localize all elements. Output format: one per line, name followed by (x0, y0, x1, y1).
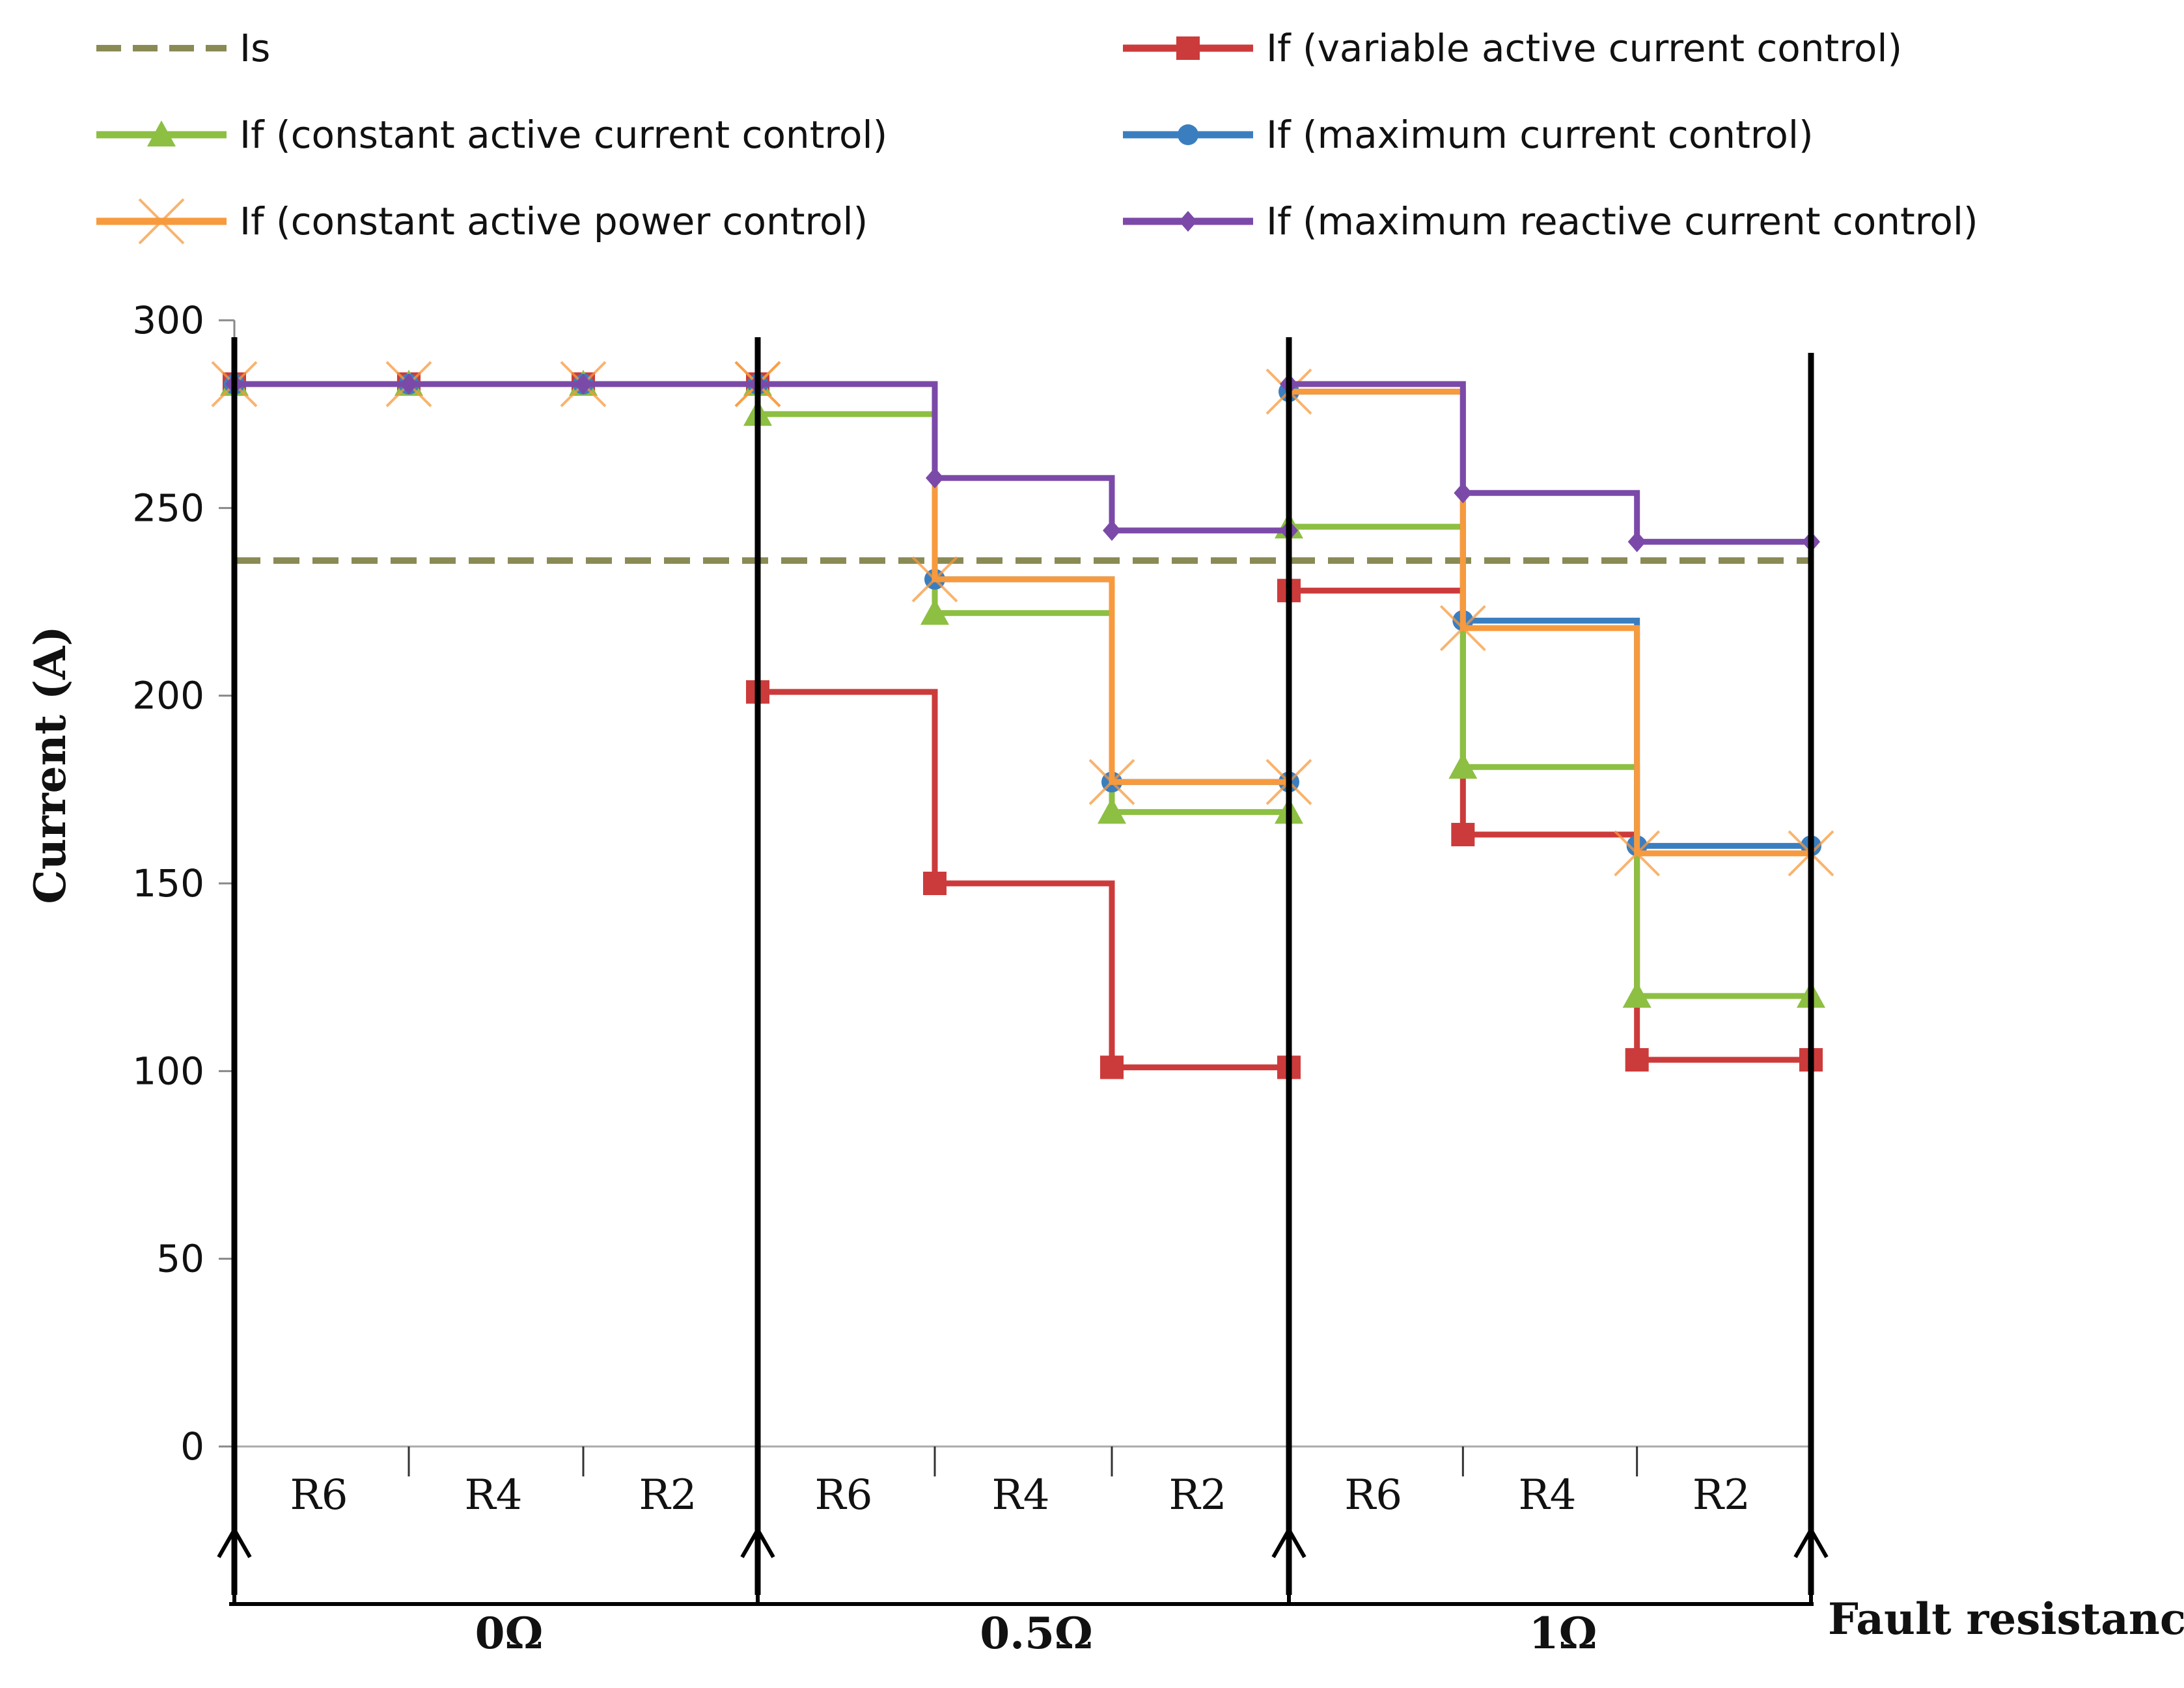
group-label: 0Ω (475, 1608, 544, 1659)
data-point (923, 872, 947, 895)
legend-label: Is (240, 26, 270, 70)
legend-label: If (maximum reactive current control) (1266, 199, 1978, 243)
series-layer (211, 361, 1834, 1079)
y-tick-label: 0 (180, 1424, 204, 1469)
category-label: R2 (1693, 1471, 1750, 1519)
legend-marker (1178, 124, 1198, 145)
legend-marker (138, 198, 185, 245)
y-tick-label: 200 (132, 674, 204, 718)
data-point (920, 598, 949, 625)
y-tick-label: 300 (132, 298, 204, 342)
data-point (1614, 830, 1661, 877)
data-point (1625, 1048, 1649, 1072)
legend-item: Is (96, 26, 270, 70)
category-label: R6 (290, 1471, 348, 1519)
y-axis-title: Current (A) (25, 626, 76, 904)
data-point (1622, 982, 1652, 1008)
data-point (1627, 531, 1646, 553)
category-label: R4 (1519, 1471, 1577, 1519)
category-label: R2 (1169, 1471, 1227, 1519)
y-tick-label: 100 (132, 1049, 204, 1093)
legend-item: If (variable active current control) (1123, 26, 1902, 70)
data-point (911, 556, 958, 603)
legend-label: If (maximum current control) (1266, 113, 1814, 157)
plot-area (219, 319, 1814, 1606)
group-label: 1Ω (1529, 1608, 1597, 1659)
category-label: R4 (992, 1471, 1050, 1519)
series-diamond (225, 374, 1820, 553)
y-tick-label: 250 (132, 486, 204, 530)
y-tick-label: 50 (156, 1237, 204, 1281)
data-point (1100, 1055, 1124, 1079)
category-label: R2 (639, 1471, 697, 1519)
legend-marker (1179, 211, 1197, 232)
legend: Is If (variable active current control) If… (96, 26, 1978, 245)
x-axis-title: Fault resistance (1828, 1594, 2184, 1644)
data-point (1098, 797, 1126, 824)
legend-marker (147, 120, 176, 146)
data-point (1439, 605, 1486, 652)
group-label: 0.5Ω (980, 1608, 1093, 1659)
data-point (1451, 823, 1475, 847)
legend-item: If (constant active power control) (96, 198, 868, 245)
series-line (234, 381, 1811, 545)
series-line (234, 381, 1811, 1071)
legend-item: If (constant active current control) (96, 113, 887, 157)
data-point (1088, 758, 1135, 805)
category-label: R6 (1344, 1471, 1402, 1519)
data-point (1454, 482, 1472, 504)
data-point (926, 467, 944, 489)
legend-label: If (variable active current control) (1266, 26, 1902, 70)
legend-marker (1176, 36, 1200, 60)
axis-labels: 0 50 100 150 200 250 300 R6 R4 R2 R6 R4 R2 R6 R4 R2 0Ω 0.… (25, 298, 2184, 1659)
category-label: R4 (465, 1471, 523, 1519)
legend-label: If (constant active current control) (240, 113, 887, 157)
series-triangle (220, 370, 1825, 1008)
data-point (1103, 519, 1121, 541)
data-point (574, 374, 592, 395)
data-point (1448, 753, 1478, 779)
legend-item: If (maximum reactive current control) (1123, 199, 1978, 243)
y-tick-label: 150 (132, 861, 204, 906)
legend-label: If (constant active power control) (240, 199, 868, 243)
legend-item: If (maximum current control) (1123, 113, 1814, 157)
data-point (400, 374, 418, 395)
category-label: R6 (815, 1471, 873, 1519)
group-dividers (217, 337, 1829, 1604)
